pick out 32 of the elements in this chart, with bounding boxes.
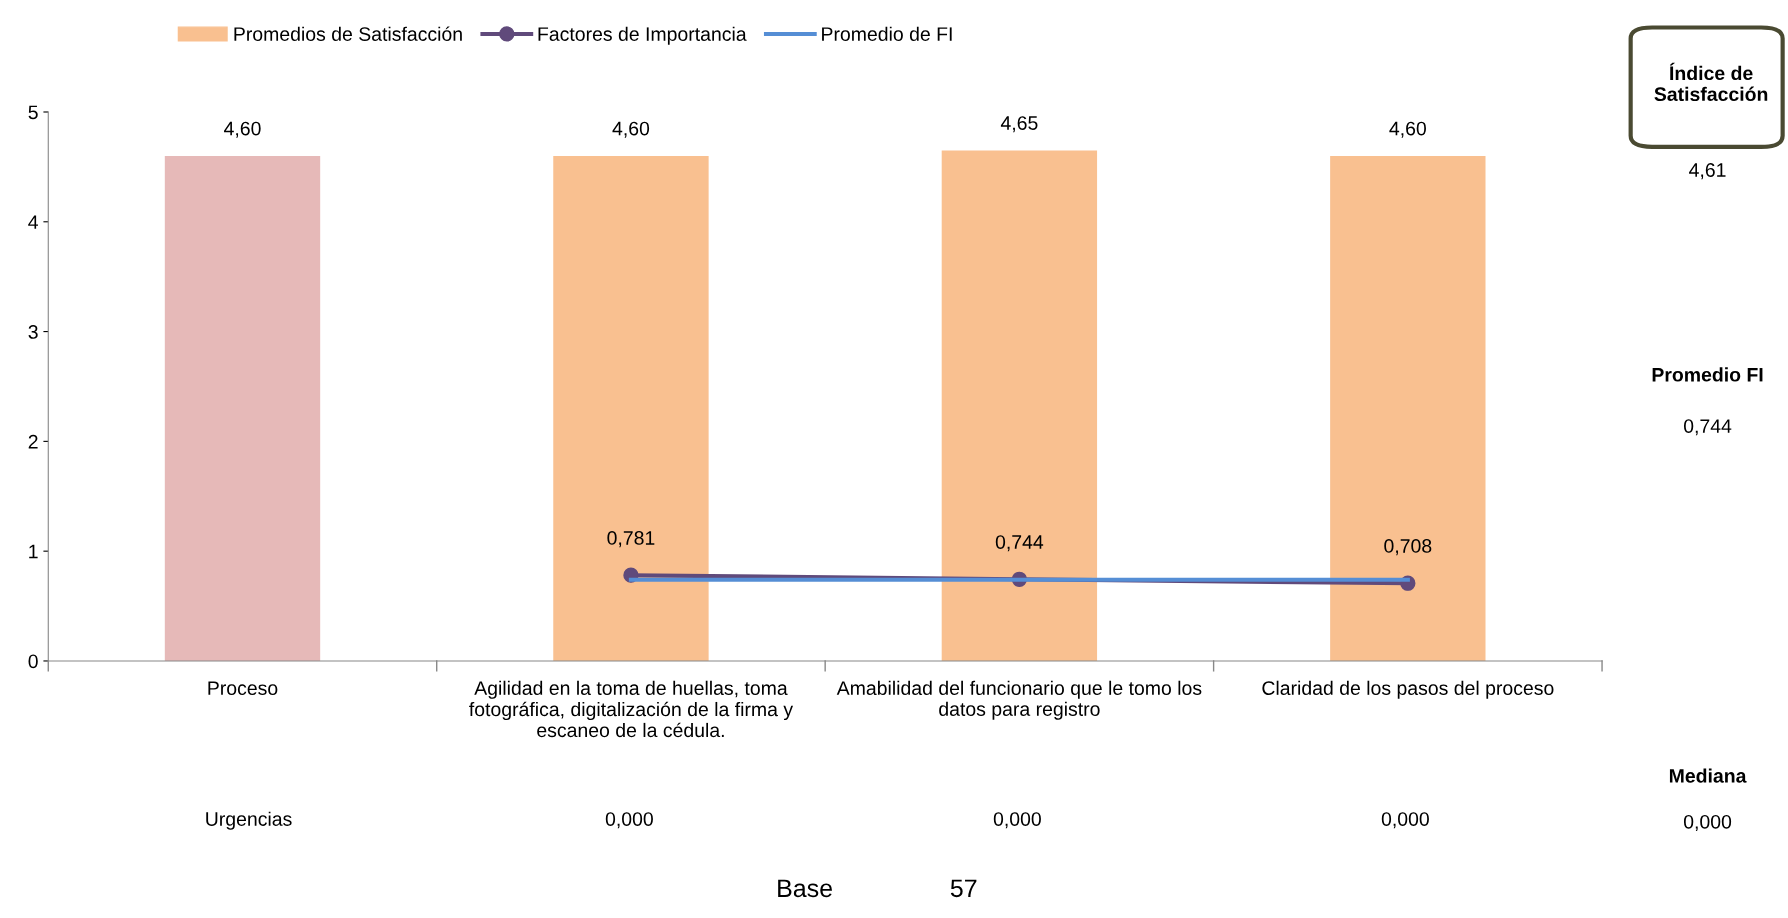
data-label: 4,60 [224, 121, 261, 138]
x-tick-label: Agilidad en la toma de huellas, toma fotográfica, digitalización de la firma y escaneo de la cédula. [469, 680, 794, 738]
text: 57 [950, 879, 977, 898]
data-label: 0,708 [1384, 539, 1432, 556]
text: Mediana [1669, 768, 1747, 783]
text: 0,000 [1381, 812, 1429, 829]
text: 0,000 [993, 812, 1041, 829]
data-label: 0,781 [607, 531, 655, 548]
data-label: 4,65 [1000, 116, 1038, 133]
data-label: 0,744 [995, 535, 1044, 552]
text: 0,000 [605, 812, 653, 829]
legend-label: Promedio de FI [822, 26, 952, 41]
y-tick-label: 2 [28, 434, 38, 449]
x-tick-label: Amabilidad del funcionario que le tomo los datos para registro [836, 680, 1202, 720]
x-tick-label: Proceso [208, 681, 278, 696]
text: Urgencias [206, 811, 292, 830]
text: 4,61 [1689, 163, 1726, 180]
y-tick-label: 5 [28, 105, 38, 120]
text: 0,744 [1683, 419, 1732, 436]
data-label: 4,60 [612, 121, 650, 138]
data-label: 4,60 [1389, 121, 1426, 138]
legend-label: Factores de Importancia [538, 26, 747, 45]
legend-label: Promedios de Satisfacción [234, 26, 462, 41]
y-tick-label: 1 [29, 544, 38, 559]
text: Promedio FI [1652, 367, 1763, 382]
text: 0,000 [1683, 814, 1732, 831]
text: Base [778, 879, 832, 898]
y-tick-label: 4 [28, 215, 38, 229]
y-tick-label: 0 [28, 654, 38, 669]
text: Índice de Satisfacción [1654, 62, 1768, 102]
x-tick-label: Claridad de los pasos del proceso [1262, 680, 1554, 699]
y-tick-label: 3 [28, 325, 38, 339]
